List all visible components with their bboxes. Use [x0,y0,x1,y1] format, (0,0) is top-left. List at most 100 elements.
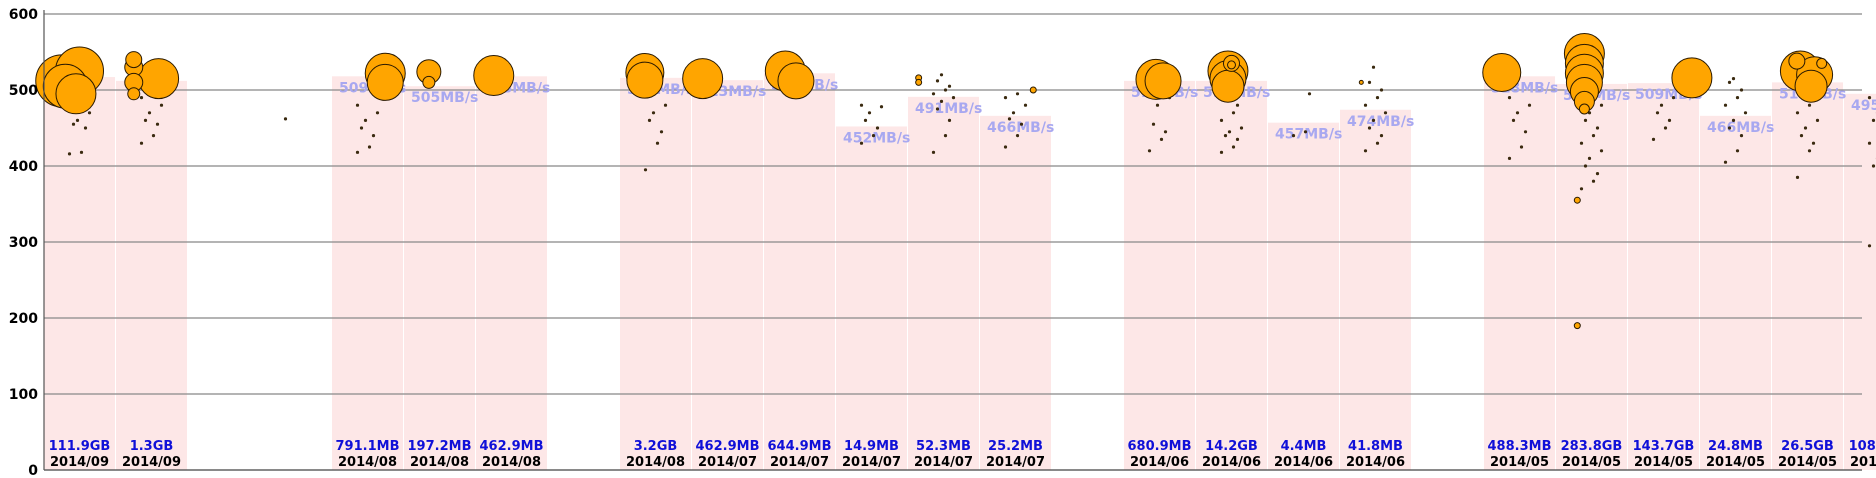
dot-21-7 [1591,134,1596,138]
dot-13-1 [1015,134,1020,138]
bubble-24-3 [1788,52,1806,70]
dot-4-0 [355,150,360,154]
dot-11-6 [859,103,864,107]
dot-11-1 [871,134,876,138]
dot-13-2 [1019,122,1024,126]
dot-1-6 [139,96,144,100]
dot-25-0 [1867,244,1872,248]
size-label-11: 14.9MB [844,439,899,454]
band-layer [44,73,1876,471]
dot-23-3 [1727,126,1732,130]
bubble-13-0 [1029,86,1037,94]
size-label-15: 680.9MB [1128,439,1192,454]
speed-label-12: 491MB/s [915,101,982,117]
dot-1-2 [155,122,160,126]
date-label-6: 2014/08 [482,455,541,470]
dot-12-7 [943,88,948,92]
dot-18-4 [1371,118,1376,122]
dot-18-1 [1375,141,1380,145]
band-1 [116,80,187,470]
dot-8-2 [659,130,664,134]
dot-4-3 [359,126,364,130]
band-12 [908,96,979,470]
dot-25-6 [1867,141,1872,145]
date-label-8: 2014/08 [626,455,685,470]
dot-12-5 [951,96,956,100]
band-18 [1340,109,1411,470]
bubble-21-6 [1578,103,1590,115]
dot-4-4 [363,118,368,122]
dot-23-10 [1731,77,1736,81]
bubble-18-0 [1358,79,1364,85]
dot-18-2 [1379,134,1384,138]
band-16 [1196,80,1267,470]
dot-20-5 [1527,103,1532,107]
dot-21-1 [1591,179,1596,183]
size-label-16: 14.2GB [1205,439,1258,454]
bubble-24-2 [1794,69,1828,103]
y-tick-label-600: 600 [9,7,38,23]
dot-21-8 [1595,126,1600,130]
dot-23-2 [1739,134,1744,138]
dot-22-4 [1659,103,1664,107]
dot-15-1 [1159,137,1164,141]
bubble-1-3 [125,51,143,69]
band-10 [764,73,835,470]
dot-21-3 [1583,164,1588,168]
grid-layer [44,13,1862,471]
dot-12-1 [943,134,948,138]
dot-8-5 [663,103,668,107]
speed-label-11: 452MB/s [843,130,910,146]
date-label-21: 2014/05 [1562,455,1621,470]
dot-18-10 [1371,65,1376,69]
dot-21-4 [1587,156,1592,160]
dot-20-3 [1511,118,1516,122]
dot-23-0 [1723,160,1728,164]
dot-13-4 [1011,111,1016,115]
dot-13-6 [1003,96,1008,100]
bubble-9-0 [682,58,724,100]
dot-12-0 [931,150,936,154]
speed-label-23: 466MB/s [1707,120,1774,136]
size-label-21: 283.8GB [1561,439,1623,454]
bubble-16-2 [1211,69,1245,103]
dot-11-4 [867,111,872,115]
dot-0-3 [71,122,76,126]
size-label-18: 41.8MB [1348,439,1403,454]
date-label-17: 2014/06 [1274,455,1333,470]
bubble-5-1 [422,75,436,89]
size-label-12: 52.3MB [916,439,971,454]
dot-17-2 [1307,92,1312,96]
size-label-10: 644.9MB [768,439,832,454]
dot-16-2 [1235,137,1240,141]
dot-23-4 [1731,118,1736,122]
dot-18-8 [1379,88,1384,92]
y-tick-label-0: 0 [28,463,38,478]
date-label-18: 2014/06 [1346,455,1405,470]
dot-21-11 [1599,103,1604,107]
date-label-24: 2014/05 [1778,455,1837,470]
size-label-4: 791.1MB [336,439,400,454]
date-label-23: 2014/05 [1706,455,1765,470]
size-label-13: 25.2MB [988,439,1043,454]
dot-22-2 [1667,118,1672,122]
dot-4-5 [375,111,380,115]
band-15 [1124,80,1195,470]
band-5 [404,86,475,470]
bubble-6-0 [473,55,515,97]
bubble-21-7 [1573,322,1581,330]
dot-12-2 [947,118,952,122]
band-9 [692,80,763,471]
date-label-25: 2014/04 [1850,455,1876,470]
size-label-20: 488.3MB [1488,439,1552,454]
size-label-24: 26.5GB [1781,439,1834,454]
dot-25-12 [1867,96,1872,100]
dot-16-7 [1231,111,1236,115]
band-22 [1628,83,1699,470]
size-label-6: 462.9MB [480,439,544,454]
date-label-4: 2014/08 [338,455,397,470]
dot-11-2 [875,126,880,130]
dot-11-5 [879,105,884,109]
dot-16-6 [1219,118,1224,122]
